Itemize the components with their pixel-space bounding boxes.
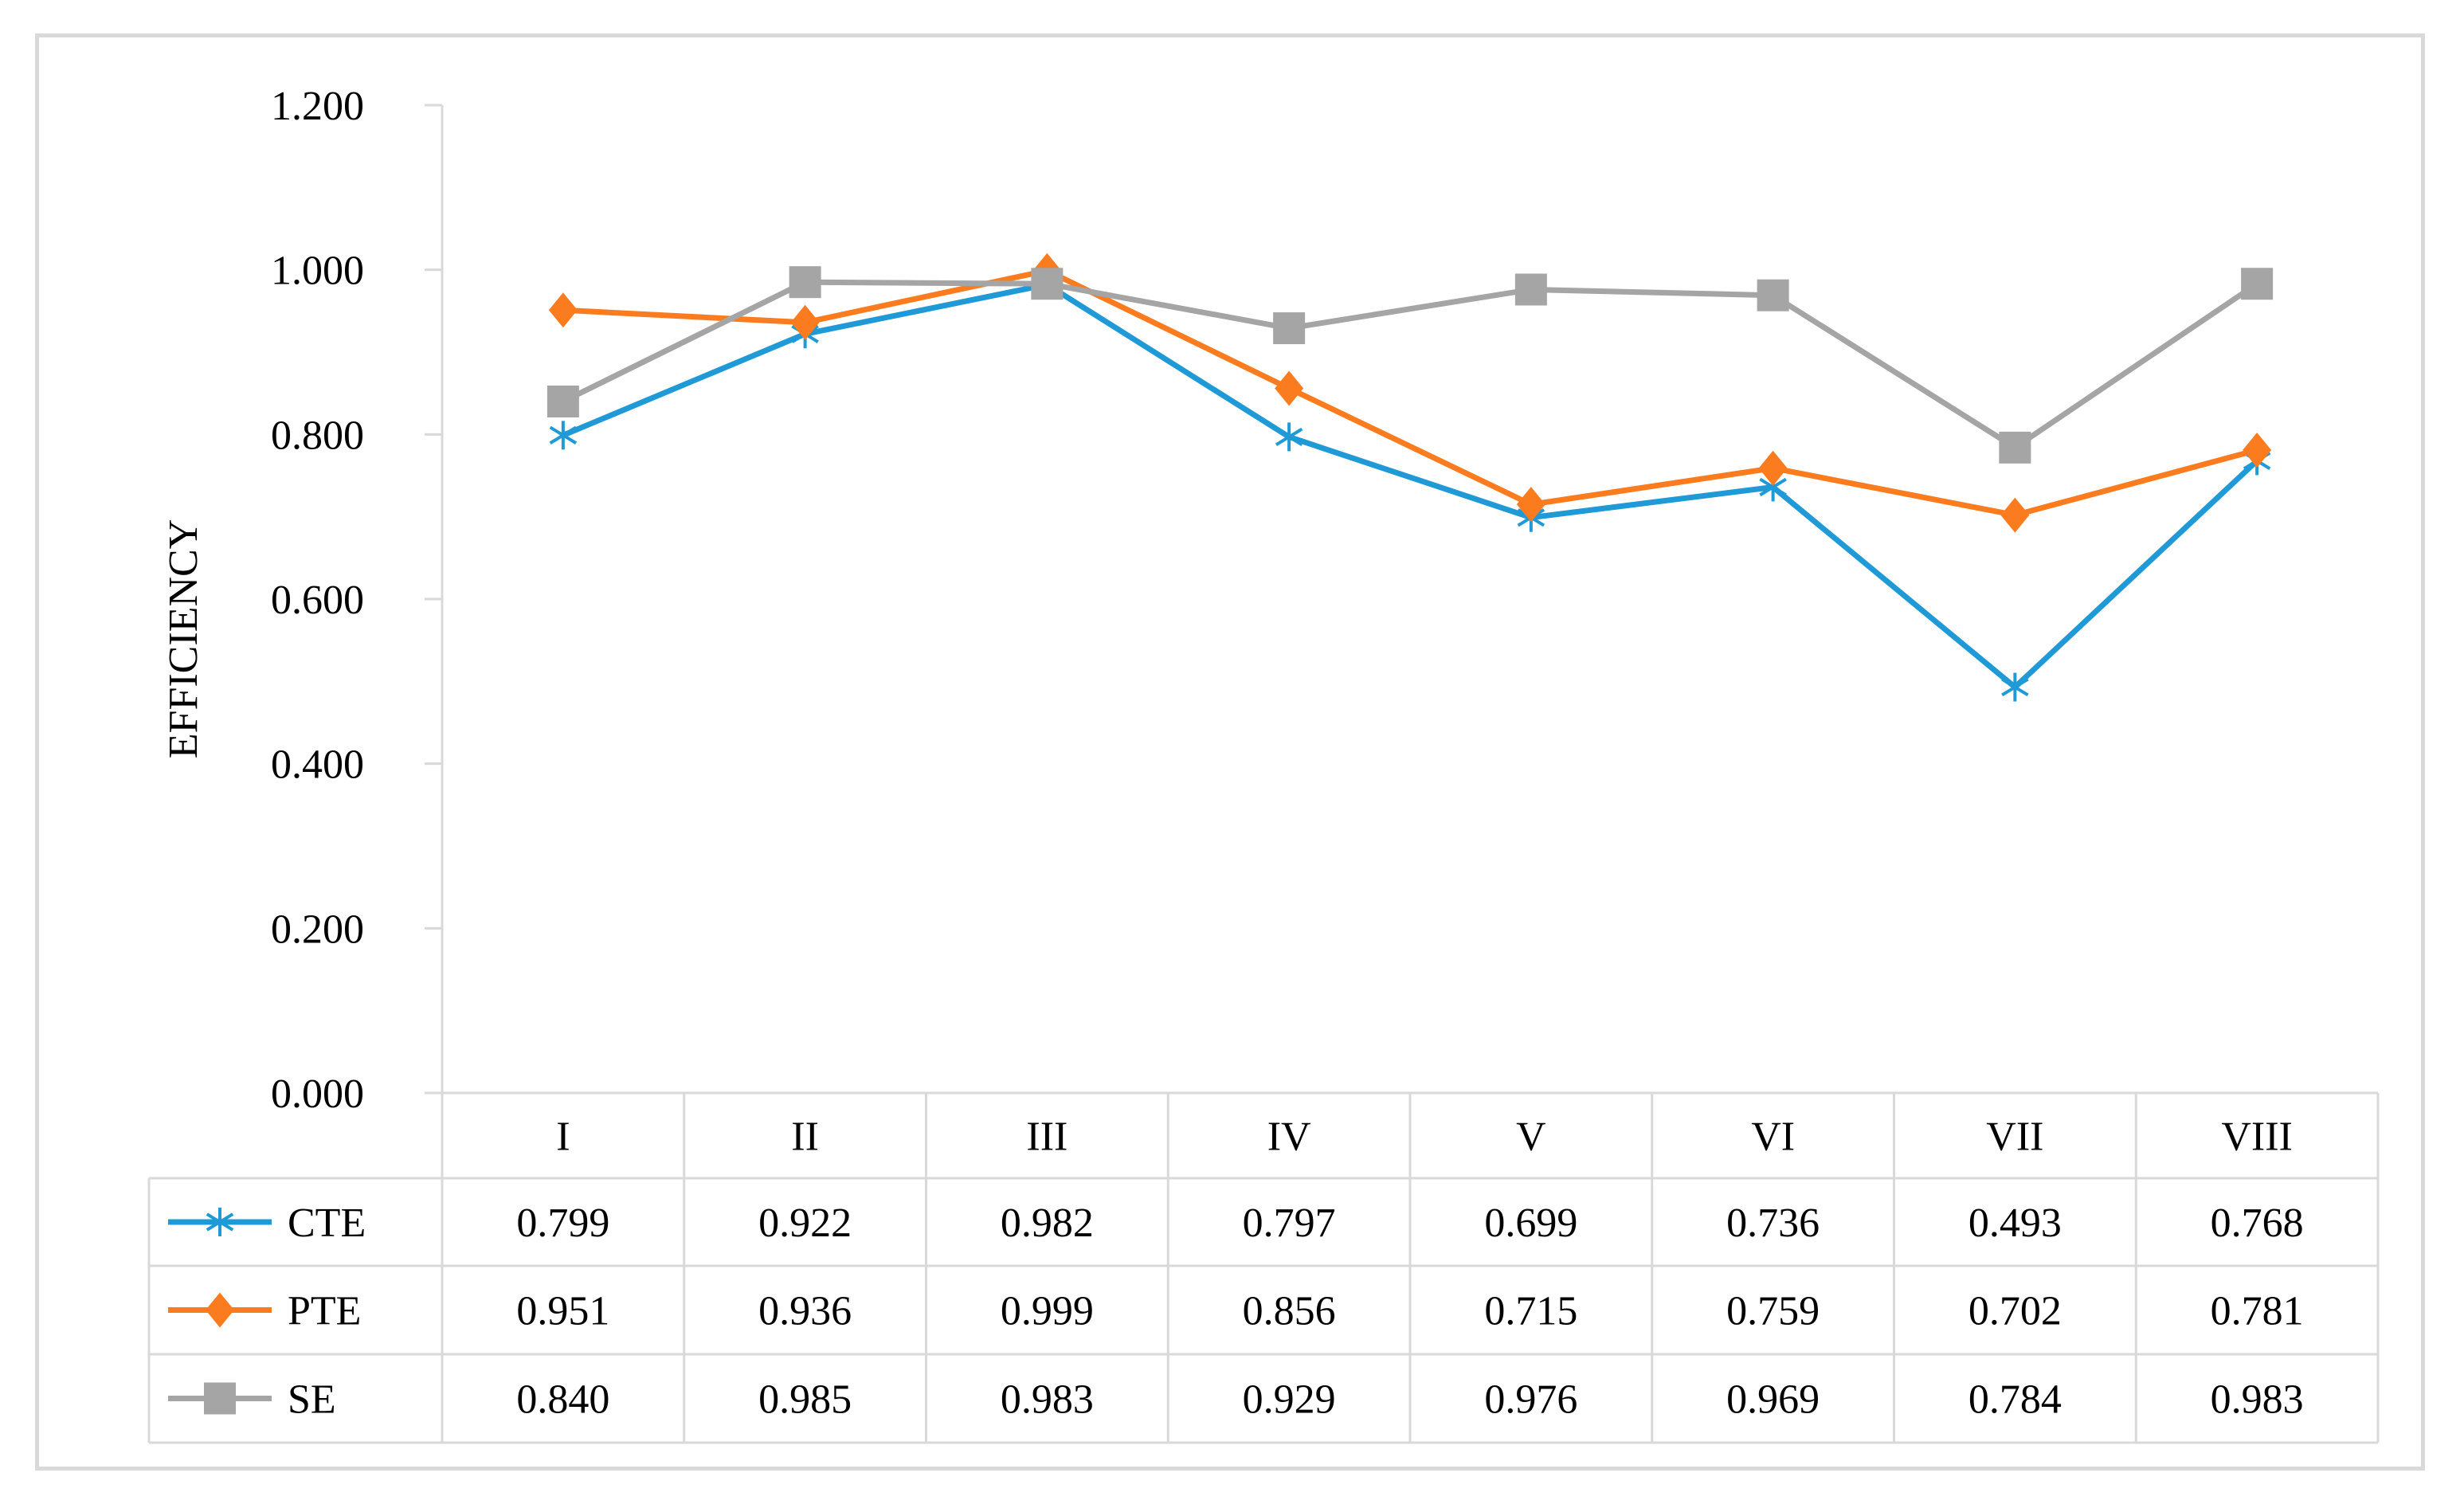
data-point-se [2241,268,2274,300]
x-category-label: VII [1986,1114,2043,1160]
table-value-cte: 0.982 [1001,1200,1094,1246]
table-value-pte: 0.936 [758,1289,852,1334]
y-tick-label: 1.200 [271,84,364,129]
legend-label-se: SE [288,1377,336,1423]
data-point-pte [1275,370,1304,406]
y-tick-label: 0.800 [271,413,364,458]
y-tick-label: 0.200 [271,907,364,952]
data-point-cte [1275,422,1303,452]
table-value-se: 0.983 [2211,1377,2304,1423]
table-value-pte: 0.759 [1726,1289,1820,1334]
y-axis-title: EFFICIENCY [161,519,206,758]
x-category-label: I [556,1114,570,1160]
table-value-se: 0.840 [516,1377,609,1423]
data-point-se [1273,312,1306,345]
table-value-cte: 0.493 [1968,1200,2062,1246]
table-value-se: 0.929 [1243,1377,1336,1423]
series-line-se [562,279,2259,451]
table-value-cte: 0.699 [1484,1200,1577,1246]
data-point-pte [1516,487,1545,523]
table-value-cte: 0.797 [1243,1200,1336,1246]
table-value-pte: 0.715 [1484,1289,1577,1334]
table-value-cte: 0.736 [1726,1200,1820,1246]
table-value-se: 0.976 [1484,1377,1577,1423]
data-point-pte [548,292,578,328]
data-point-se [789,266,821,299]
legend-marker-se [204,1382,236,1415]
table-value-pte: 0.702 [1968,1289,2062,1334]
table-value-pte: 0.856 [1243,1289,1336,1334]
chart-frame: 0.000 0.200 0.400 0.600 0.800 1.000 1.200 EFFIC… [35,33,2425,1471]
legend-label-pte: PTE [288,1289,361,1334]
table-value-se: 0.983 [1001,1377,1094,1423]
data-point-cte [2001,672,2029,702]
table-value-cte: 0.922 [758,1200,852,1246]
legend-label-cte: CTE [288,1200,366,1246]
x-category-label: VIII [2221,1114,2293,1160]
legend-key-se [168,1382,272,1415]
efficiency-chart: 0.000 0.200 0.400 0.600 0.800 1.000 1.200 EFFIC… [147,84,2380,1444]
data-point-pte [2243,432,2272,468]
data-point-se [1757,279,1789,311]
table-value-cte: 0.799 [516,1200,609,1246]
legend-key-cte [168,1208,272,1236]
data-point-se [546,386,579,417]
series-line-cte [562,281,2259,691]
y-tick-label: 1.000 [271,249,364,294]
table-value-cte: 0.768 [2211,1200,2304,1246]
table-value-se: 0.985 [758,1377,852,1423]
axes: 0.000 0.200 0.400 0.600 0.800 1.000 1.200 EFFIC… [161,84,444,1117]
x-category-label: VI [1751,1114,1795,1160]
data-point-cte [549,421,578,450]
x-category-label: V [1516,1114,1546,1160]
table-value-se: 0.969 [1726,1377,1820,1423]
x-category-label: III [1026,1114,1067,1160]
y-tick-label: 0.400 [271,742,364,788]
legend-marker-cte [206,1208,234,1236]
table-value-pte: 0.999 [1001,1289,1094,1334]
data-point-pte [1758,450,1788,486]
table-value-se: 0.784 [1968,1377,2062,1423]
legend-key-pte [168,1292,272,1328]
legend-marker-pte [206,1292,234,1328]
data-point-pte [790,304,820,340]
series-lines [546,253,2274,702]
y-tick-label: 0.000 [271,1071,364,1117]
data-point-se [1999,431,2031,464]
table-value-pte: 0.781 [2211,1289,2304,1334]
table-value-pte: 0.951 [516,1289,609,1334]
data-point-pte [2000,497,2030,533]
y-tick-label: 0.600 [271,578,364,623]
x-category-label: II [791,1114,819,1160]
x-category-label: IV [1267,1114,1311,1160]
series-line-pte [562,268,2258,519]
data-point-se [1514,273,1547,306]
data-point-se [1031,268,1064,300]
